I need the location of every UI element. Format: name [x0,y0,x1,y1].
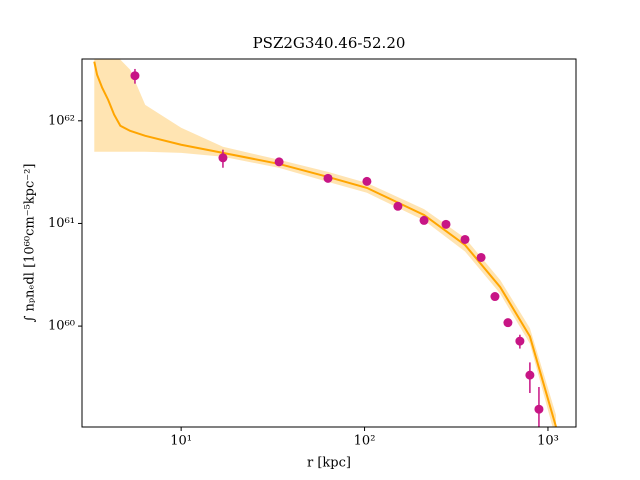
data-point [525,370,535,380]
y-tick-label: 10⁶¹ [48,216,75,231]
data-point [393,201,403,211]
data-point [441,219,451,229]
data-point [362,176,372,186]
data-point [460,234,470,244]
data-point [515,336,525,346]
data-point [534,404,544,414]
plot-area [93,59,558,427]
x-axis-label: r [kpc] [307,456,351,471]
data-point [490,292,500,302]
x-tick-label: 10¹ [170,434,192,449]
y-tick-label: 10⁶² [48,113,75,128]
data-point [130,71,140,81]
data-point [323,173,333,183]
data-point [476,252,486,262]
x-tick-label: 10³ [537,434,559,449]
x-tick-label: 10² [354,434,376,449]
data-point [218,153,228,163]
data-point [503,318,513,328]
y-tick-label: 10⁶⁰ [48,319,75,334]
chart-title: PSZ2G340.46-52.20 [253,34,406,52]
model-line [93,61,558,427]
axes-frame [81,58,577,428]
data-point [419,215,429,225]
y-axis-label: ∫ nₚnₑdl [10⁶⁰cm⁻⁵kpc⁻²] [23,164,38,323]
data-point [274,157,284,167]
